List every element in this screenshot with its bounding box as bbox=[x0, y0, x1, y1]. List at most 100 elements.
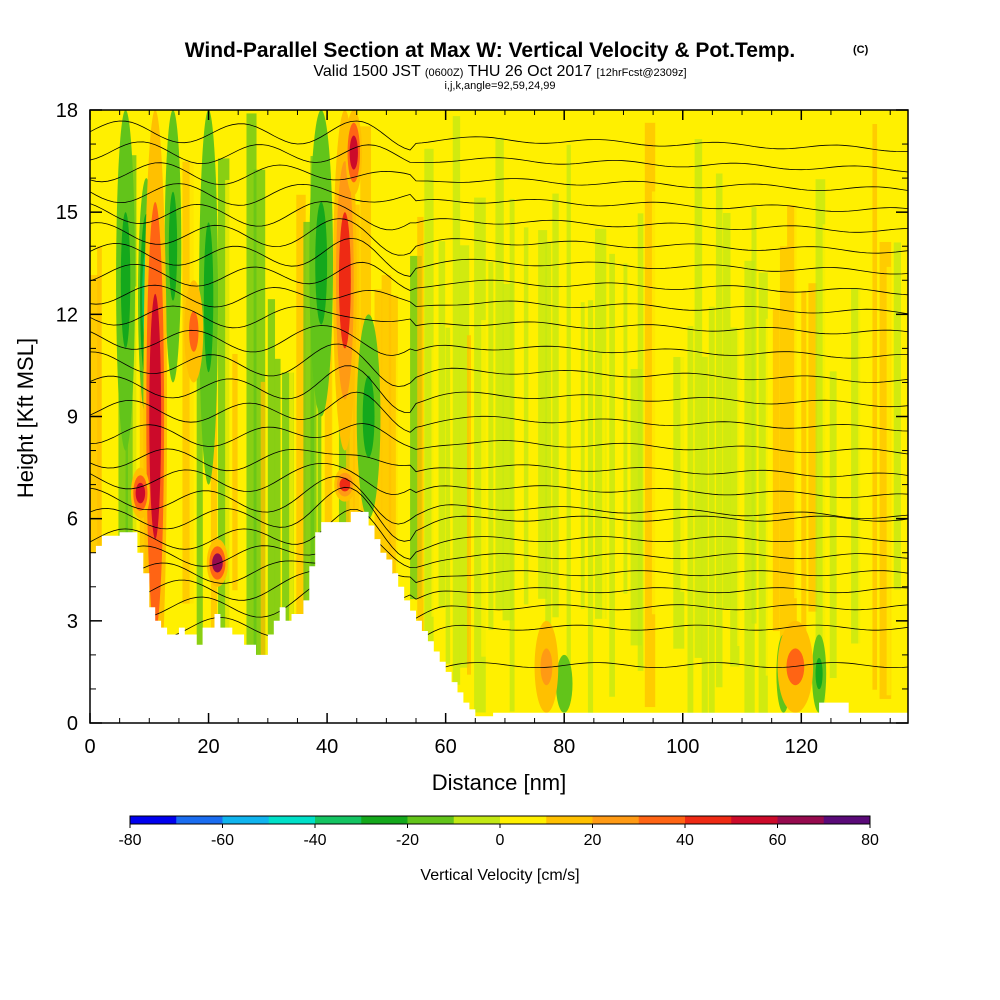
field-streak bbox=[210, 275, 218, 651]
field-streak bbox=[538, 230, 548, 599]
field-streak bbox=[296, 194, 306, 669]
x-tick-label: 80 bbox=[553, 736, 575, 758]
y-tick-label: 0 bbox=[67, 713, 78, 735]
isentrope-line bbox=[90, 183, 908, 212]
y-tick-label: 18 bbox=[56, 100, 78, 122]
isentrope-line bbox=[90, 569, 908, 601]
colorbar-tick-label: 20 bbox=[584, 832, 602, 849]
field-streak bbox=[132, 286, 138, 648]
field-streak bbox=[552, 193, 559, 618]
isentrope-line bbox=[90, 423, 908, 455]
chart-grid-info: i,j,k,angle=92,59,24,99 bbox=[444, 80, 555, 92]
field-streak bbox=[253, 169, 266, 657]
downdraft-cell-level bbox=[203, 222, 214, 373]
field-streak bbox=[488, 261, 494, 631]
x-tick-label: 0 bbox=[84, 736, 95, 758]
field-streak bbox=[267, 299, 276, 722]
colorbar: -80 -60 -40 -20 0 20 40 60 80 bbox=[118, 815, 879, 849]
field-streak bbox=[843, 137, 850, 698]
isentrope-line bbox=[90, 509, 908, 560]
field-streak bbox=[772, 308, 780, 632]
downdraft-cell-level bbox=[560, 672, 569, 696]
field-streak bbox=[687, 326, 694, 723]
downdraft-cell-level bbox=[815, 657, 823, 690]
downdraft-cell bbox=[555, 654, 573, 713]
field-streak bbox=[516, 299, 528, 693]
field-streak bbox=[630, 368, 643, 646]
field-streak bbox=[602, 353, 606, 667]
downdraft-cell-level bbox=[120, 212, 131, 349]
isentrope-line bbox=[90, 448, 908, 478]
isentrope-line bbox=[90, 391, 908, 433]
field-streak bbox=[865, 121, 876, 641]
field-streak bbox=[659, 311, 670, 591]
axes: 0 20 40 60 80 100 120 0 3 6 9 12 15 18 bbox=[56, 100, 908, 758]
field-streak bbox=[509, 198, 515, 712]
field-streak bbox=[758, 272, 768, 716]
field-streak bbox=[459, 245, 470, 668]
chart-subtitle: Valid 1500 JST (0600Z) THU 26 Oct 2017 [… bbox=[313, 63, 686, 80]
chart-title-group: Wind-Parallel Section at Max W: Vertical… bbox=[185, 39, 869, 92]
field-streak bbox=[424, 148, 434, 689]
x-tick-label: 60 bbox=[435, 736, 457, 758]
isentrope-line bbox=[90, 476, 908, 525]
field-streak bbox=[502, 283, 514, 621]
isentrope-line bbox=[90, 218, 908, 256]
field-streak bbox=[623, 263, 628, 594]
field-streak bbox=[431, 347, 438, 617]
field-streak bbox=[794, 178, 799, 599]
isentrope-line bbox=[90, 305, 908, 335]
field-streak bbox=[523, 227, 529, 605]
colorbar-tick-label: -20 bbox=[396, 832, 419, 849]
colorbar-swatch bbox=[685, 816, 732, 824]
field-streak bbox=[836, 129, 842, 594]
y-tick-label: 6 bbox=[67, 509, 78, 531]
colorbar-swatch bbox=[268, 816, 316, 824]
field-streak bbox=[381, 275, 392, 662]
field-streak bbox=[787, 205, 797, 672]
field-streak bbox=[90, 275, 102, 714]
downdraft-cell bbox=[309, 110, 334, 417]
isentrope-line bbox=[90, 284, 908, 315]
colorbar-swatch bbox=[407, 816, 455, 824]
colorbar-swatch bbox=[361, 816, 408, 824]
field-streak bbox=[481, 320, 493, 657]
isentrope-line bbox=[90, 577, 908, 627]
colorbar-swatch bbox=[731, 816, 778, 824]
colorbar-tick-label: 80 bbox=[861, 832, 879, 849]
field-streak bbox=[97, 246, 102, 673]
field-streak bbox=[680, 329, 690, 592]
field-streak bbox=[801, 290, 807, 689]
y-axis-label: Height [Kft MSL] bbox=[13, 338, 38, 498]
field-streak bbox=[402, 252, 408, 703]
field-streak bbox=[900, 313, 908, 601]
colorbar-tick-label: -80 bbox=[118, 832, 141, 849]
isentrope-line bbox=[90, 141, 908, 173]
x-axis-label: Distance [nm] bbox=[432, 770, 567, 795]
field-streak bbox=[580, 302, 585, 609]
subtitle-valid: Valid 1500 JST bbox=[313, 63, 421, 80]
isentrope-line bbox=[90, 162, 908, 192]
colorbar-tick-label: 60 bbox=[769, 832, 787, 849]
field-streak bbox=[324, 293, 333, 670]
downdraft-cell-level bbox=[315, 201, 328, 325]
subtitle-forecast: [12hrFcst@2309z] bbox=[597, 67, 687, 79]
isentrope-line bbox=[90, 343, 908, 387]
colorbar-label: Vertical Velocity [cm/s] bbox=[420, 867, 579, 884]
colorbar-swatch bbox=[500, 816, 547, 824]
field-streak bbox=[196, 288, 203, 701]
field-streak bbox=[595, 228, 607, 619]
updraft-cell-level bbox=[212, 553, 223, 573]
field-streak bbox=[815, 179, 826, 707]
field-streak bbox=[388, 295, 398, 723]
field-streak bbox=[175, 187, 180, 693]
isentrope-line bbox=[90, 237, 908, 277]
field-streak bbox=[452, 116, 461, 685]
colorbar-swatch bbox=[222, 816, 270, 824]
field-streak bbox=[239, 159, 249, 640]
field-streak bbox=[232, 353, 238, 591]
field-streak bbox=[225, 179, 233, 713]
field-streak bbox=[545, 241, 552, 655]
field-streak bbox=[779, 246, 788, 670]
field-streak bbox=[182, 161, 194, 604]
